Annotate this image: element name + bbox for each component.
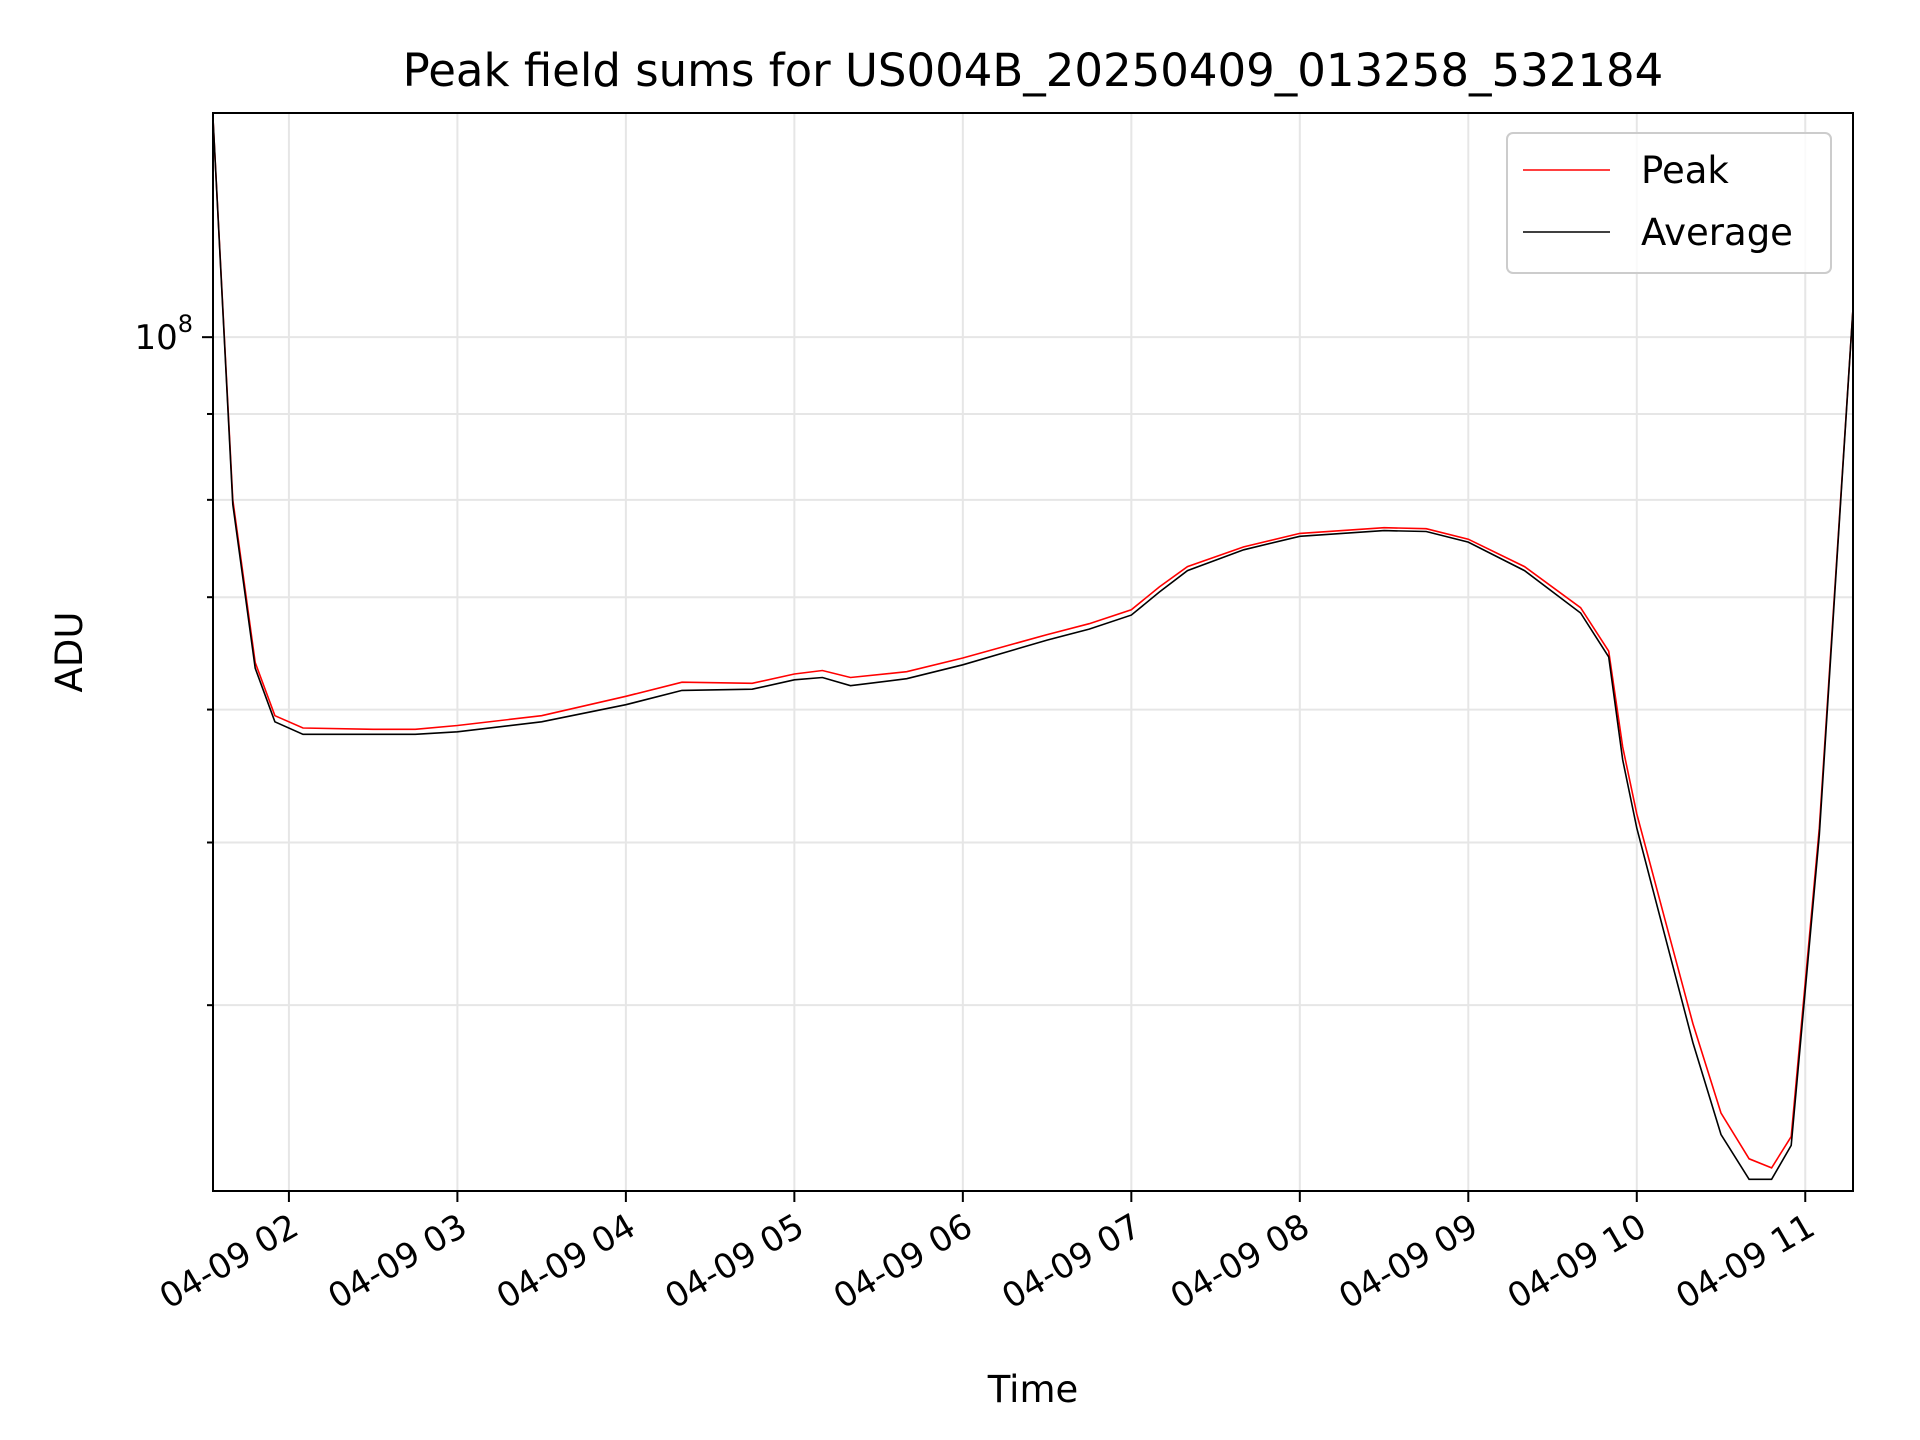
y-tick-label-base: 10 [134, 318, 177, 358]
series-line-average [212, 118, 1854, 1181]
grid [213, 113, 1853, 1191]
chart-title: Peak field sums for US004B_20250409_0132… [403, 44, 1664, 97]
x-axis-label: Time [987, 1368, 1079, 1411]
plot-frame [212, 112, 1854, 1192]
legend-label-peak: Peak [1641, 149, 1729, 192]
legend-box [1506, 132, 1832, 274]
plot-area [212, 118, 1854, 1181]
y-axis-label: ADU [48, 612, 91, 693]
y-tick-label-exponent: 8 [178, 310, 193, 338]
legend: Peak Average [1506, 132, 1832, 274]
legend-label-average: Average [1641, 211, 1793, 254]
y-axis-ticks: 108 [134, 310, 213, 1007]
y-tick-label: 108 [134, 310, 193, 358]
series-line-peak [212, 118, 1854, 1169]
